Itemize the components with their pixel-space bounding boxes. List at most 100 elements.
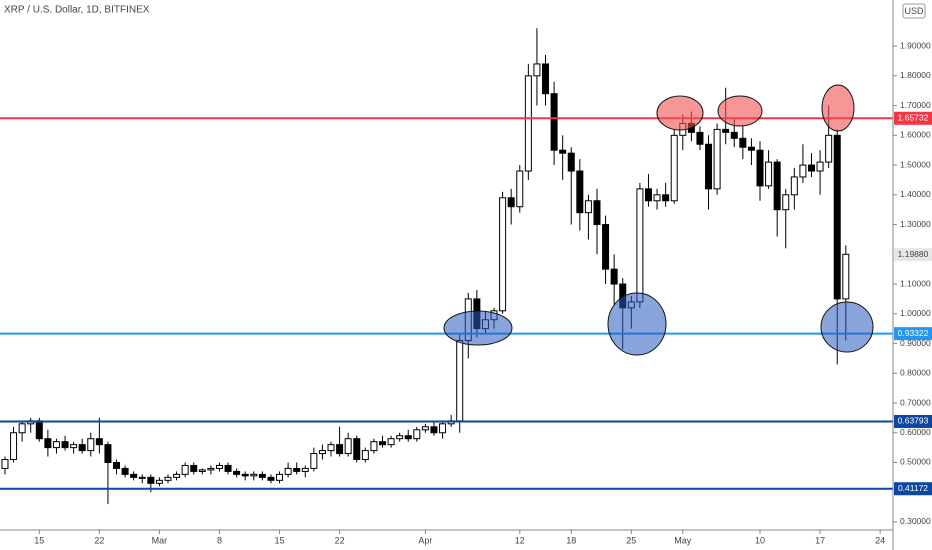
- price-line-label: 0.63793: [898, 416, 929, 426]
- candle-body: [370, 441, 378, 452]
- x-tick-label: 18: [566, 535, 576, 545]
- candle-body: [807, 164, 815, 172]
- candle-body: [790, 176, 798, 196]
- candle-body: [95, 438, 103, 446]
- price-line-label: 0.93322: [898, 328, 929, 338]
- candle-body: [207, 467, 215, 471]
- candle-body: [284, 467, 292, 475]
- candle-body: [215, 464, 223, 469]
- x-tick-label: May: [674, 535, 692, 545]
- candle-body: [387, 438, 395, 446]
- y-tick-label: 1.90000: [900, 40, 931, 50]
- y-tick-label: 1.70000: [900, 100, 931, 110]
- price-line-label: 0.41172: [898, 483, 928, 493]
- candle-body: [430, 426, 438, 434]
- candle-body: [87, 438, 95, 452]
- candle-body: [739, 137, 747, 148]
- candle-body: [224, 464, 232, 472]
- candle-body: [190, 464, 198, 472]
- candle-body: [524, 75, 532, 172]
- x-tick-label: 10: [755, 535, 765, 545]
- x-tick-label: Apr: [418, 535, 432, 545]
- candle-body: [730, 131, 738, 139]
- support-ellipse: [820, 301, 874, 353]
- candle-body: [293, 467, 301, 472]
- candle-body: [610, 268, 618, 285]
- y-tick-label: 1.50000: [900, 159, 931, 169]
- support-ellipse: [443, 310, 513, 346]
- candle-body: [705, 143, 713, 190]
- support-ellipse: [607, 292, 667, 356]
- candle-body: [773, 161, 781, 211]
- candle-body: [799, 164, 807, 178]
- candle-body: [378, 441, 386, 446]
- x-tick-label: 25: [626, 535, 636, 545]
- y-tick-label: 1.10000: [900, 278, 931, 288]
- candle-body: [130, 473, 138, 478]
- price-line-badge: [894, 327, 932, 341]
- x-tick-label: 15: [34, 535, 44, 545]
- candle-body: [584, 200, 592, 214]
- candle-body: [173, 473, 181, 478]
- resistance-ellipse: [717, 95, 763, 127]
- y-tick-label: 1.80000: [900, 70, 931, 80]
- candle-body: [61, 441, 69, 449]
- candle-body: [276, 473, 284, 481]
- candle-body: [233, 470, 241, 475]
- x-tick-label: Mar: [152, 535, 168, 545]
- candle-body: [327, 444, 335, 452]
- candle-body: [344, 438, 352, 455]
- candle-body: [670, 134, 678, 202]
- annotations: [443, 84, 874, 356]
- x-tick-label: 12: [515, 535, 525, 545]
- x-tick-label: 17: [815, 535, 825, 545]
- candle-body: [241, 473, 249, 477]
- candle-body: [138, 476, 146, 479]
- y-tick-label: 1.40000: [900, 189, 931, 199]
- candle-body: [250, 473, 258, 477]
- price-line-badge: [894, 414, 932, 428]
- price-line-label: 1.65732: [898, 113, 929, 123]
- candle-body: [413, 429, 421, 440]
- candle-body: [396, 435, 404, 440]
- candle-body: [644, 188, 652, 202]
- y-tick-label: 1.00000: [900, 308, 931, 318]
- currency-badge: [902, 3, 926, 19]
- y-tick-label: 0.60000: [900, 427, 931, 437]
- currency: USD: [904, 6, 924, 16]
- candle-body: [576, 170, 584, 214]
- candle-body: [70, 444, 78, 449]
- candle-body: [318, 450, 326, 455]
- y-tick-label: 1.60000: [900, 130, 931, 140]
- x-tick-label: 22: [94, 535, 104, 545]
- candle-body: [10, 432, 18, 461]
- chart-title: XRP / U.S. Dollar, 1D, BITFINEX: [4, 5, 150, 16]
- candle-body: [18, 423, 26, 434]
- candle-body: [44, 438, 52, 449]
- candle-body: [310, 453, 318, 469]
- candle-body: [336, 444, 344, 455]
- y-tick-label: 1.30000: [900, 219, 931, 229]
- candle-body: [404, 435, 412, 440]
- x-tick-label: 8: [217, 535, 222, 545]
- candle-body: [35, 420, 43, 440]
- candle-body: [542, 63, 550, 95]
- x-tick-label: 22: [335, 535, 345, 545]
- y-tick-label: 0.30000: [900, 516, 931, 526]
- candle-body: [636, 188, 644, 303]
- candle-body: [164, 476, 172, 481]
- last-price-label: 1.19880: [898, 249, 929, 259]
- candle-body: [361, 450, 369, 461]
- candle-body: [567, 152, 575, 172]
- candle-body: [516, 170, 524, 208]
- candle-body: [747, 146, 755, 151]
- candle-body: [653, 194, 661, 202]
- candle-body: [52, 441, 60, 449]
- candle-body: [499, 197, 507, 312]
- candle-body: [765, 161, 773, 187]
- candle-body: [816, 161, 824, 172]
- candle-body: [696, 131, 704, 145]
- y-tick-label: 0.80000: [900, 368, 931, 378]
- candle-body: [155, 479, 163, 484]
